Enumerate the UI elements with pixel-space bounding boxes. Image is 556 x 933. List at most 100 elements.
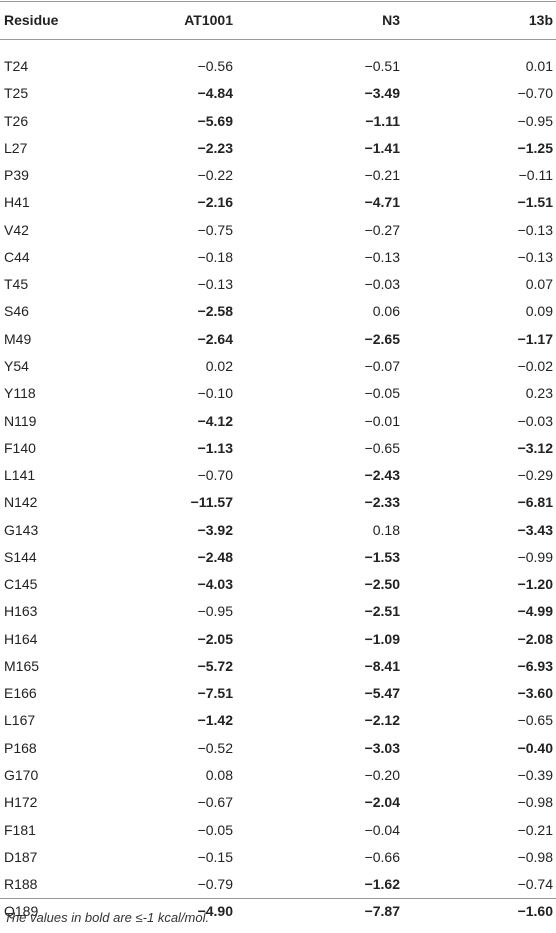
value-cell: −0.99 <box>517 548 553 565</box>
value-cell: −1.41 <box>364 139 400 156</box>
residue-cell: M165 <box>4 657 40 674</box>
value-cell: −0.02 <box>517 357 553 374</box>
value-cell: −3.03 <box>364 739 400 756</box>
value-cell: −11.57 <box>190 494 233 511</box>
value-cell: −7.87 <box>364 903 400 920</box>
value-cell: −6.81 <box>517 494 553 511</box>
value-cell: −0.10 <box>197 385 233 402</box>
value-cell: −2.08 <box>517 630 553 647</box>
residue-cell: H164 <box>4 630 38 647</box>
value-cell: −2.16 <box>197 194 233 211</box>
value-cell: −0.79 <box>197 876 233 893</box>
residue-cell: F140 <box>4 439 36 456</box>
value-cell: 0.08 <box>205 767 233 784</box>
header-cell: N3 <box>382 12 400 28</box>
residue-cell: Y118 <box>4 385 36 402</box>
value-cell: −2.65 <box>364 330 400 347</box>
residue-cell: H163 <box>4 603 38 620</box>
bottom-rule <box>0 898 556 899</box>
value-cell: −0.13 <box>197 276 233 293</box>
value-cell: −0.52 <box>197 739 233 756</box>
value-cell: −0.75 <box>197 221 233 238</box>
value-cell: −5.69 <box>197 112 233 129</box>
value-cell: −2.58 <box>197 303 233 320</box>
value-cell: −0.27 <box>364 221 400 238</box>
value-cell: −2.48 <box>197 548 233 565</box>
value-cell: −1.25 <box>517 139 553 156</box>
header-cell: Residue <box>4 12 59 28</box>
value-cell: −2.64 <box>197 330 233 347</box>
value-cell: −1.11 <box>365 112 400 129</box>
value-cell: −0.15 <box>197 848 233 865</box>
value-cell: −2.23 <box>197 139 233 156</box>
residue-cell: L27 <box>4 139 28 156</box>
value-cell: −2.33 <box>364 494 400 511</box>
value-cell: 0.07 <box>525 276 553 293</box>
residue-cell: N142 <box>4 494 38 511</box>
value-cell: −0.65 <box>364 439 400 456</box>
residue-cell: T45 <box>4 276 29 293</box>
residue-cell: T24 <box>4 58 29 74</box>
value-cell: −0.70 <box>517 85 553 102</box>
residue-cell: R188 <box>4 876 38 893</box>
residue-cell: Y54 <box>4 357 29 374</box>
header-cell: AT1001 <box>184 12 233 28</box>
value-cell: −0.66 <box>364 848 400 865</box>
value-cell: −4.99 <box>517 603 553 620</box>
residue-cell: Q189 <box>4 903 39 920</box>
residue-cell: C145 <box>4 576 38 593</box>
value-cell: −1.53 <box>364 548 400 565</box>
value-cell: −0.04 <box>364 821 400 838</box>
value-cell: −0.07 <box>364 357 400 374</box>
value-cell: −2.50 <box>364 576 400 593</box>
value-cell: −1.17 <box>517 330 553 347</box>
value-cell: −3.43 <box>517 521 553 538</box>
value-cell: −3.92 <box>197 521 233 538</box>
value-cell: −0.11 <box>518 167 553 184</box>
value-cell: −0.05 <box>364 385 400 402</box>
value-cell: −0.13 <box>517 221 553 238</box>
residue-cell: L167 <box>4 712 36 729</box>
value-cell: 0.09 <box>525 303 553 320</box>
residue-cell: P168 <box>4 739 37 756</box>
value-cell: 0.18 <box>372 521 400 538</box>
value-cell: −1.13 <box>197 439 233 456</box>
value-cell: 0.01 <box>525 58 553 74</box>
value-cell: −0.05 <box>197 821 233 838</box>
value-cell: 0.02 <box>205 357 233 374</box>
residue-cell: H172 <box>4 794 38 811</box>
residue-cell: T26 <box>4 112 29 129</box>
value-cell: −6.93 <box>517 657 553 674</box>
residue-cell: T25 <box>4 85 29 102</box>
value-cell: −0.95 <box>197 603 233 620</box>
value-cell: −0.01 <box>364 412 400 429</box>
value-cell: −0.21 <box>517 821 553 838</box>
residue-cell: V42 <box>4 221 29 238</box>
value-cell: −1.60 <box>517 903 553 920</box>
value-cell: −0.67 <box>197 794 233 811</box>
residue-cell: N119 <box>4 412 37 429</box>
value-cell: −1.20 <box>517 576 553 593</box>
residue-cell: S46 <box>4 303 29 320</box>
value-cell: −1.42 <box>197 712 233 729</box>
value-cell: −5.47 <box>364 685 400 702</box>
residue-cell: E166 <box>4 685 37 702</box>
value-cell: −7.51 <box>197 685 233 702</box>
value-cell: −2.43 <box>364 467 400 484</box>
residue-cell: G143 <box>4 521 39 538</box>
top-rule <box>0 1 556 2</box>
value-cell: −0.22 <box>197 167 233 184</box>
value-cell: −2.05 <box>197 630 233 647</box>
value-cell: −0.39 <box>517 767 553 784</box>
value-cell: −0.03 <box>364 276 400 293</box>
value-cell: −0.18 <box>197 248 233 265</box>
value-cell: −0.03 <box>517 412 553 429</box>
residue-cell: H41 <box>4 194 30 211</box>
value-cell: 0.23 <box>525 385 553 402</box>
value-cell: −0.74 <box>517 876 553 893</box>
value-cell: −0.40 <box>517 739 553 756</box>
residue-cell: S144 <box>4 548 37 565</box>
value-cell: −0.98 <box>517 794 553 811</box>
value-cell: −8.41 <box>364 657 400 674</box>
